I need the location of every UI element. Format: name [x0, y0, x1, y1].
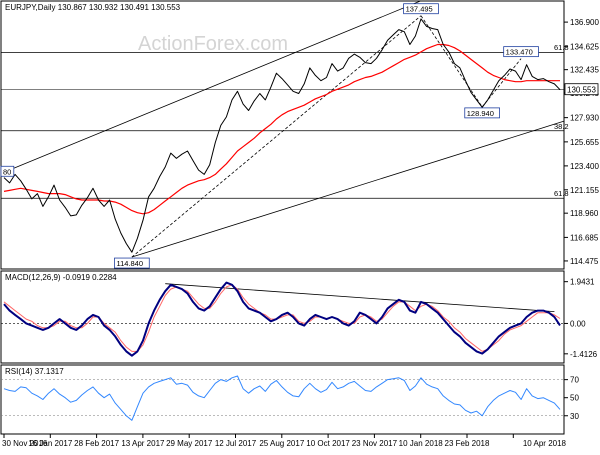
price-line	[3, 18, 561, 253]
trend-dashed-line	[131, 15, 422, 258]
rsi-line	[3, 375, 561, 421]
x-tick-label-5: 12 Jul 2017	[215, 439, 257, 448]
rsi-y-tick-label-2: 30	[570, 412, 579, 421]
price-series	[3, 18, 561, 253]
macd-panel-frame	[0, 270, 565, 364]
x-tick-label-11: 10 Apr 2018	[523, 439, 567, 448]
macd-y-tick-label-0: 1.9431	[570, 278, 595, 287]
rsi-y-tick-label-1: 50	[570, 394, 579, 403]
x-tick-label-8: 23 Nov 2017	[352, 439, 398, 448]
rsi-header: RSI(14) 37.1317	[5, 367, 64, 376]
macd-divergence-line	[165, 283, 555, 313]
macd-y-tick-label-1: 0.00	[570, 319, 586, 328]
price-y-tick-label-4: 127.930	[570, 114, 599, 123]
price-annotations: 130.553 137.495 133.470 128.940 114.840 80 61.…	[0, 3, 599, 269]
x-tick-label-10: 23 Feb 2018	[445, 439, 490, 448]
price-y-tick-label-7: 121.155	[570, 186, 599, 195]
rsi-series	[3, 375, 561, 421]
price-y-tick-label-8: 118.960	[570, 209, 599, 218]
macd-header: MACD(12,26,9) -0.0919 0.2284	[5, 273, 117, 282]
annotation-box-2	[464, 107, 500, 119]
rsi-y-tick-label-0: 70	[570, 376, 579, 385]
price-y-tick-label-2: 132.435	[570, 66, 599, 75]
channel-lower-line	[131, 120, 565, 258]
rsi-axis: 70 50 30	[1, 376, 579, 421]
current-price-label: 130.553	[567, 86, 596, 95]
watermark: ActionForex.com	[138, 33, 288, 55]
annotation-label-2: 128.940	[467, 109, 494, 118]
price-y-tick-label-5: 125.655	[570, 138, 599, 147]
price-y-tick-label-1: 134.625	[570, 42, 599, 51]
annotation-label-1: 133.470	[506, 48, 533, 57]
retrace-dashed-line	[420, 15, 483, 108]
x-tick-label-7: 10 Oct 2017	[306, 439, 350, 448]
macd-axis: 1.9431 0.00 -1.4126	[1, 278, 598, 359]
fib-label-7: 61.8	[554, 189, 569, 198]
x-tick-label-6: 25 Aug 2017	[259, 439, 304, 448]
price-y-tick-label-9: 116.685	[570, 233, 599, 242]
macd-line	[3, 281, 561, 357]
fib-label-5: 61.8	[554, 43, 569, 52]
annotation-label-4: 80	[3, 167, 11, 176]
price-header: EURJPY,Daily 130.867 130.932 130.491 130…	[5, 3, 181, 12]
x-tick-label-0: 30 Nov 2016	[2, 439, 48, 448]
rsi-panel-frame	[0, 364, 565, 435]
annotation-box-0	[403, 3, 439, 15]
x-tick-label-9: 10 Jan 2018	[399, 439, 444, 448]
annotation-label-0: 137.495	[406, 5, 433, 14]
annotation-box-1	[503, 46, 539, 58]
macd-series	[3, 281, 561, 357]
current-price-box	[564, 83, 599, 96]
annotation-box-3	[114, 257, 150, 269]
fib-label-6: 38.2	[554, 122, 569, 131]
price-axis: 136.900134.625132.435130.245127.930125.6…	[564, 18, 599, 266]
x-tick-label-3: 13 Apr 2017	[121, 439, 165, 448]
price-y-tick-label-0: 136.900	[570, 18, 599, 27]
price-y-tick-label-10: 114.475	[570, 257, 599, 266]
price-y-tick-label-6: 123.400	[570, 162, 599, 171]
annotation-box-4	[0, 165, 15, 177]
x-tick-label-4: 29 May 2017	[166, 439, 213, 448]
channel-upper-line	[3, 0, 422, 173]
macd-y-tick-label-2: -1.4126	[570, 350, 598, 359]
ema-line	[3, 43, 560, 215]
x-tick-label-2: 28 Feb 2017	[74, 439, 119, 448]
price-panel-frame	[0, 0, 565, 270]
annotation-label-3: 114.840	[116, 259, 143, 268]
x-tick-label-1: 16 Jan 2017	[28, 439, 73, 448]
